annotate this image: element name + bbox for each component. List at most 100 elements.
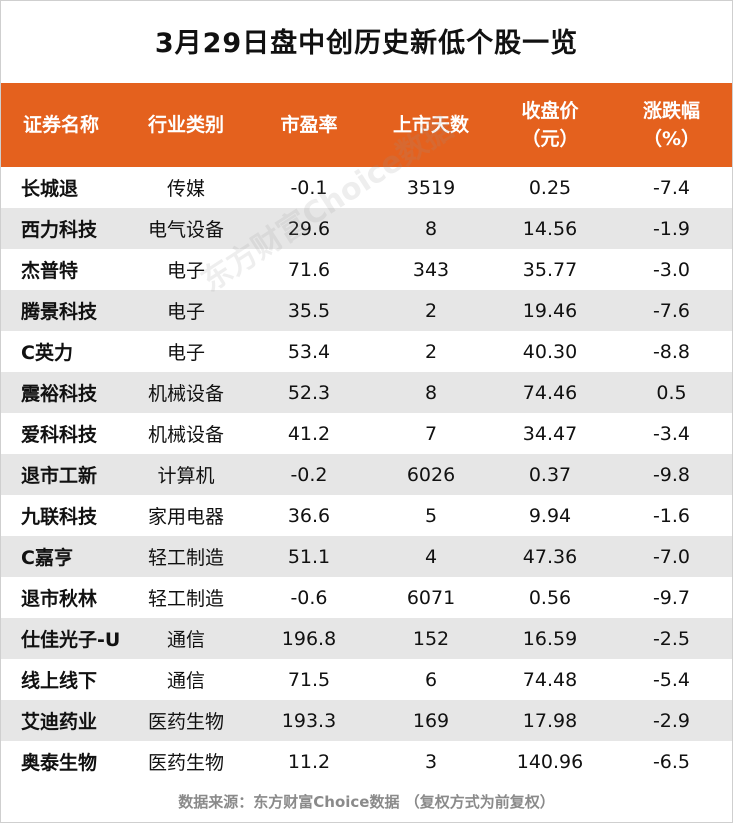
- table-row: 仕佳光子-U 通信 196.8 152 16.59 -2.5: [1, 618, 732, 659]
- cell-industry: 医药生物: [147, 711, 224, 733]
- table-body: 长城退 传媒 -0.1 3519 0.25 -7.4 西力科技 电气设备 29.6 8 14.56 -…: [1, 167, 732, 782]
- table-row: 杰普特 电子 71.6 343 35.77 -3.0: [1, 249, 732, 290]
- cell-listed-days: 5: [424, 504, 438, 527]
- cell-listed-days: 3519: [406, 176, 456, 199]
- table-row: C英力 电子 53.4 2 40.30 -8.8: [1, 331, 732, 372]
- cell-pe-ratio: 52.3: [287, 381, 331, 404]
- cell-close-price: 17.98: [522, 709, 578, 732]
- cell-pe-ratio: 51.1: [287, 545, 331, 568]
- cell-industry: 通信: [166, 629, 205, 651]
- cell-pe-ratio: 35.5: [287, 299, 331, 322]
- cell-pe-ratio: 11.2: [287, 750, 331, 773]
- table-row: 爱科科技 机械设备 41.2 7 34.47 -3.4: [1, 413, 732, 454]
- cell-listed-days: 2: [424, 340, 438, 363]
- cell-close-price: 0.25: [528, 176, 572, 199]
- cell-pe-ratio: 71.6: [287, 258, 331, 281]
- cell-security-name: 杰普特: [21, 260, 79, 282]
- cell-listed-days: 8: [424, 217, 438, 240]
- cell-change-pct: -1.6: [652, 504, 691, 527]
- cell-security-name: 艾迪药业: [21, 711, 98, 733]
- table-row: 退市工新 计算机 -0.2 6026 0.37 -9.8: [1, 454, 732, 495]
- cell-pe-ratio: 29.6: [287, 217, 331, 240]
- cell-security-name: 腾景科技: [21, 301, 98, 323]
- cell-industry: 轻工制造: [147, 588, 224, 610]
- cell-change-pct: -5.4: [652, 668, 691, 691]
- cell-close-price: 47.36: [522, 545, 578, 568]
- cell-change-pct: -3.0: [652, 258, 691, 281]
- header-close-price: 收盘价 （元）: [489, 83, 611, 167]
- cell-industry: 机械设备: [147, 383, 224, 405]
- cell-close-price: 0.37: [528, 463, 572, 486]
- cell-close-price: 16.59: [522, 627, 578, 650]
- cell-listed-days: 152: [412, 627, 450, 650]
- cell-listed-days: 343: [412, 258, 450, 281]
- cell-security-name: 震裕科技: [21, 383, 98, 405]
- header-listed-days: 上市天数: [373, 83, 489, 167]
- cell-change-pct: -7.6: [652, 299, 691, 322]
- cell-security-name: C英力: [21, 342, 73, 364]
- cell-security-name: C嘉亨: [21, 547, 73, 569]
- cell-industry: 计算机: [157, 465, 215, 487]
- header-pe-ratio: 市盈率: [245, 83, 373, 167]
- cell-close-price: 35.77: [522, 258, 578, 281]
- cell-change-pct: -6.5: [652, 750, 691, 773]
- cell-pe-ratio: 41.2: [287, 422, 331, 445]
- header-unit: （%）: [642, 128, 701, 150]
- cell-pe-ratio: 71.5: [287, 668, 331, 691]
- cell-pe-ratio: 193.3: [281, 709, 337, 732]
- cell-close-price: 0.56: [528, 586, 572, 609]
- cell-listed-days: 8: [424, 381, 438, 404]
- table-row: 震裕科技 机械设备 52.3 8 74.46 0.5: [1, 372, 732, 413]
- header-label: 市盈率: [280, 114, 338, 136]
- cell-security-name: 西力科技: [21, 219, 98, 241]
- table-row: 腾景科技 电子 35.5 2 19.46 -7.6: [1, 290, 732, 331]
- cell-change-pct: -3.4: [652, 422, 691, 445]
- cell-change-pct: -2.5: [652, 627, 691, 650]
- cell-industry: 轻工制造: [147, 547, 224, 569]
- table-row: 奥泰生物 医药生物 11.2 3 140.96 -6.5: [1, 741, 732, 782]
- cell-industry: 通信: [166, 670, 205, 692]
- cell-pe-ratio: 53.4: [287, 340, 331, 363]
- cell-change-pct: -9.7: [652, 586, 691, 609]
- cell-close-price: 14.56: [522, 217, 578, 240]
- cell-listed-days: 3: [424, 750, 438, 773]
- table-header: 证券名称 行业类别 市盈率 上市天数 收盘价 （元） 涨跌幅 （%）: [1, 83, 732, 167]
- cell-change-pct: -7.0: [652, 545, 691, 568]
- cell-close-price: 9.94: [528, 504, 572, 527]
- cell-listed-days: 6026: [406, 463, 456, 486]
- cell-listed-days: 4: [424, 545, 438, 568]
- cell-close-price: 19.46: [522, 299, 578, 322]
- cell-close-price: 34.47: [522, 422, 578, 445]
- page-title: 3月29日盘中创历史新低个股一览: [154, 28, 579, 59]
- cell-change-pct: -9.8: [652, 463, 691, 486]
- table-row: 长城退 传媒 -0.1 3519 0.25 -7.4: [1, 167, 732, 208]
- header-security-name: 证券名称: [1, 83, 127, 167]
- cell-security-name: 长城退: [21, 178, 79, 200]
- cell-change-pct: -8.8: [652, 340, 691, 363]
- table-row: 线上线下 通信 71.5 6 74.48 -5.4: [1, 659, 732, 700]
- table-row: 退市秋林 轻工制造 -0.6 6071 0.56 -9.7: [1, 577, 732, 618]
- data-source-note: 数据来源：东方财富Choice数据 （复权方式为前复权）: [178, 793, 555, 811]
- header-unit: （元）: [521, 128, 579, 150]
- cell-pe-ratio: -0.2: [290, 463, 328, 486]
- cell-close-price: 74.48: [522, 668, 578, 691]
- header-label: 涨跌幅: [642, 100, 700, 122]
- header-label: 上市天数: [392, 114, 469, 136]
- cell-security-name: 奥泰生物: [21, 752, 98, 774]
- cell-industry: 电子: [166, 260, 205, 282]
- cell-change-pct: -2.9: [652, 709, 691, 732]
- header-label: 证券名称: [23, 114, 100, 136]
- cell-industry: 医药生物: [147, 752, 224, 774]
- cell-listed-days: 6071: [406, 586, 456, 609]
- cell-industry: 传媒: [166, 178, 205, 200]
- cell-close-price: 140.96: [516, 750, 584, 773]
- cell-security-name: 仕佳光子-U: [21, 629, 121, 651]
- cell-security-name: 退市秋林: [21, 588, 98, 610]
- cell-industry: 电气设备: [147, 219, 224, 241]
- cell-close-price: 40.30: [522, 340, 578, 363]
- cell-change-pct: 0.5: [656, 381, 687, 404]
- cell-industry: 电子: [166, 301, 205, 323]
- cell-industry: 家用电器: [147, 506, 224, 528]
- cell-listed-days: 2: [424, 299, 438, 322]
